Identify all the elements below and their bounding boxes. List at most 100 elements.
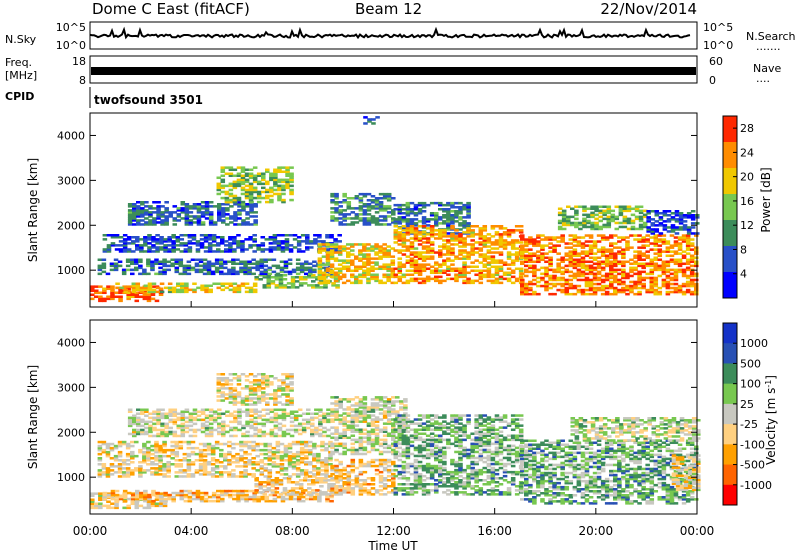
heatmap-cell: [333, 248, 338, 251]
heatmap-cell: [397, 277, 403, 281]
heatmap-cell: [350, 217, 356, 220]
heatmap-cell: [269, 430, 275, 434]
heatmap-cell: [221, 432, 226, 436]
heatmap-cell: [544, 238, 549, 241]
heatmap-cell: [176, 424, 182, 428]
heatmap-cell: [265, 379, 270, 382]
heatmap-cell: [584, 280, 590, 284]
heatmap-cell: [151, 288, 157, 292]
heatmap-cell: [378, 245, 383, 248]
heatmap-cell: [532, 272, 537, 276]
heatmap-cell: [580, 258, 586, 262]
heatmap-cell: [147, 238, 152, 241]
heatmap-cell: [219, 475, 224, 478]
heatmap-cell: [370, 249, 375, 252]
heatmap-cell: [286, 477, 292, 480]
heatmap-cell: [450, 206, 455, 209]
heatmap-cell: [401, 239, 407, 242]
heatmap-cell: [358, 243, 363, 246]
heatmap-cell: [240, 174, 246, 178]
heatmap-cell: [248, 244, 253, 247]
heatmap-cell: [126, 504, 131, 508]
heatmap-cell: [192, 430, 198, 434]
heatmap-cell: [584, 240, 590, 243]
heatmap-cell: [277, 196, 282, 200]
heatmap-cell: [596, 248, 602, 251]
heatmap-cell: [228, 387, 234, 390]
heatmap-cell: [613, 276, 618, 280]
heatmap-cell: [358, 249, 363, 252]
heatmap-cell: [690, 222, 696, 225]
heatmap-cell: [125, 452, 131, 456]
heatmap-cell: [136, 408, 141, 412]
heatmap-cell: [127, 215, 133, 218]
heatmap-cell: [478, 281, 484, 285]
cpid-label: CPID: [5, 90, 34, 103]
heatmap-cell: [285, 403, 290, 406]
heatmap-cell: [106, 500, 111, 504]
heatmap-cell: [127, 410, 133, 414]
heatmap-cell: [346, 255, 351, 258]
heatmap-cell: [536, 234, 541, 237]
heatmap-cell: [482, 265, 488, 269]
heatmap-cell: [126, 285, 131, 288]
heatmap-cell: [341, 265, 347, 269]
heatmap-cell: [592, 290, 598, 294]
heatmap-cell: [303, 477, 308, 480]
heatmap-cell: [582, 209, 587, 213]
heatmap-cell: [219, 262, 224, 266]
heatmap-cell: [237, 408, 242, 412]
heatmap-cell: [167, 248, 172, 251]
heatmap-cell: [150, 285, 156, 288]
heatmap-cell: [520, 286, 525, 290]
heatmap-cell: [118, 295, 123, 299]
heatmap-cell: [662, 228, 668, 231]
heatmap-cell: [167, 250, 172, 253]
heatmap-cell: [625, 276, 630, 280]
heatmap-cell: [98, 504, 103, 508]
heatmap-cell: [661, 268, 667, 272]
heatmap-cell: [266, 481, 272, 484]
heatmap-cell: [413, 224, 419, 227]
heatmap-cell: [568, 278, 574, 282]
heatmap-cell: [446, 239, 451, 242]
heatmap-cell: [285, 178, 290, 182]
heatmap-cell: [609, 256, 614, 260]
heatmap-cell: [168, 213, 173, 216]
heatmap-cell: [397, 269, 403, 273]
heatmap-cell: [600, 234, 606, 237]
heatmap-cell: [638, 211, 644, 215]
heatmap-cell: [649, 264, 655, 268]
heatmap-cell: [273, 192, 278, 196]
heatmap-cell: [247, 463, 252, 466]
heatmap-cell: [283, 266, 289, 270]
heatmap-cell: [326, 428, 331, 432]
heatmap-cell: [170, 448, 175, 452]
heatmap-cell: [233, 426, 238, 430]
heatmap-cell: [325, 261, 331, 264]
heatmap-cell: [191, 491, 197, 495]
heatmap-cell: [409, 222, 415, 225]
heatmap-cell: [409, 201, 415, 205]
heatmap-cell: [263, 452, 269, 456]
heatmap-cell: [134, 291, 140, 295]
heatmap-cell: [312, 268, 317, 272]
heatmap-cell: [588, 280, 594, 284]
heatmap-cell: [572, 238, 578, 241]
heatmap-cell: [576, 236, 582, 239]
heatmap-cell: [194, 264, 200, 268]
heatmap-cell: [606, 205, 612, 209]
heatmap-cell: [148, 416, 153, 420]
heatmap-cell: [243, 272, 248, 276]
heatmap-cell: [299, 264, 305, 268]
heatmap-cell: [298, 284, 304, 287]
heatmap-cell: [604, 262, 610, 266]
heatmap-cell: [590, 211, 595, 215]
heatmap-cell: [270, 483, 276, 486]
heatmap-cell: [470, 229, 475, 232]
heatmap-cell: [162, 260, 167, 264]
heatmap-cell: [208, 410, 214, 414]
heatmap-cell: [366, 261, 371, 264]
heatmap-cell: [506, 229, 512, 232]
heatmap-cell: [176, 434, 182, 438]
